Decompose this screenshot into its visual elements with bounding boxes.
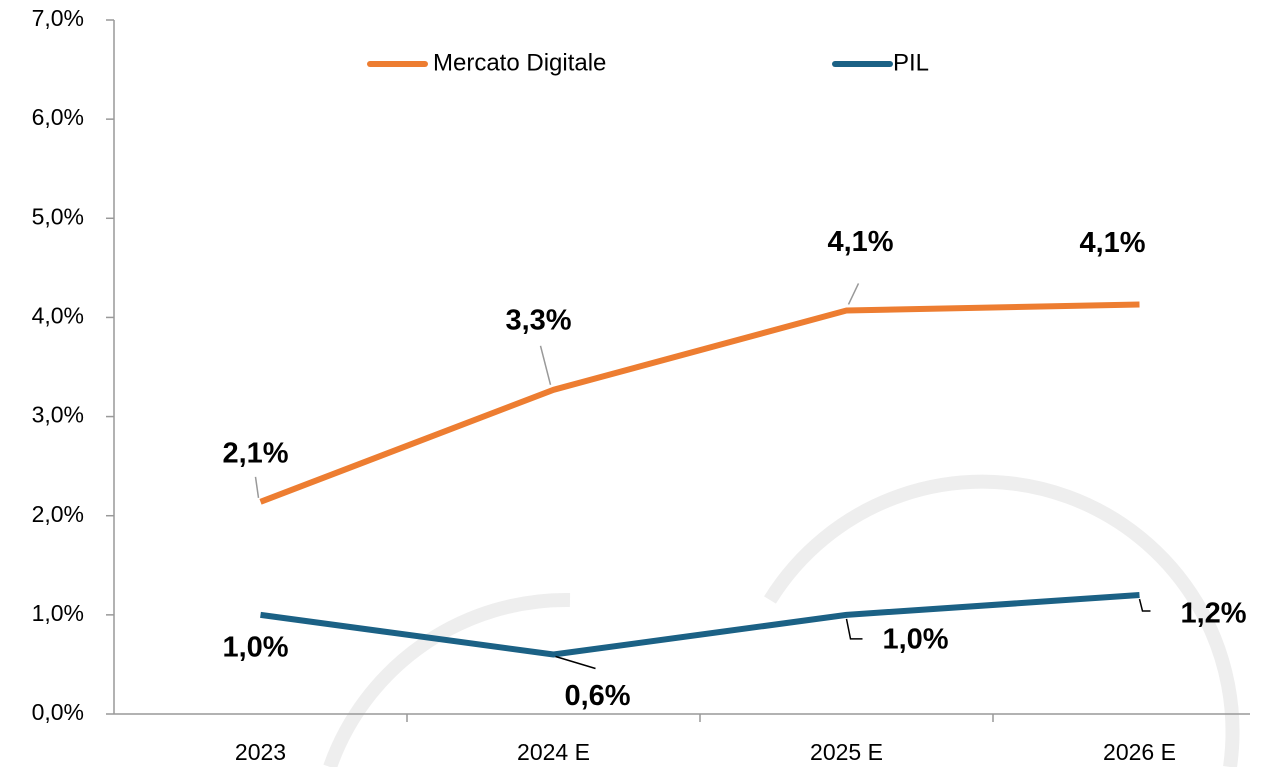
y-tick-label: 3,0% xyxy=(32,402,84,428)
watermark-arc xyxy=(323,592,571,767)
data-label: 4,1% xyxy=(827,226,893,258)
y-tick-label: 5,0% xyxy=(32,203,84,229)
data-label: 0,6% xyxy=(564,680,630,712)
watermark xyxy=(323,474,1240,767)
legend-label: PIL xyxy=(893,49,929,76)
x-tick-label: 2025 E xyxy=(810,739,883,765)
line-series xyxy=(260,592,1140,658)
leader-line xyxy=(254,476,260,498)
leader-line xyxy=(539,345,552,385)
data-label: 1,0% xyxy=(222,632,288,664)
data-label: 1,0% xyxy=(882,624,948,656)
leader-line xyxy=(847,283,860,305)
y-tick-label: 0,0% xyxy=(32,699,84,725)
leader-line xyxy=(845,618,863,640)
y-tick-label: 2,0% xyxy=(32,501,84,527)
y-tick-label: 7,0% xyxy=(32,5,84,31)
y-tick-label: 1,0% xyxy=(32,600,84,626)
x-tick-label: 2026 E xyxy=(1103,739,1176,765)
leader-line xyxy=(1138,598,1151,612)
data-label: 1,2% xyxy=(1180,598,1246,630)
watermark-arc xyxy=(764,474,1240,767)
line-series xyxy=(259,301,1140,505)
y-tick-label: 4,0% xyxy=(32,303,84,329)
data-label: 2,1% xyxy=(222,437,288,469)
x-tick-label: 2023 xyxy=(235,739,286,765)
x-tick-label: 2024 E xyxy=(517,739,590,765)
data-label: 3,3% xyxy=(505,304,571,336)
y-tick-label: 6,0% xyxy=(32,104,84,130)
leader-line xyxy=(555,655,596,670)
legend-label: Mercato Digitale xyxy=(433,49,606,76)
data-label: 4,1% xyxy=(1079,227,1145,259)
